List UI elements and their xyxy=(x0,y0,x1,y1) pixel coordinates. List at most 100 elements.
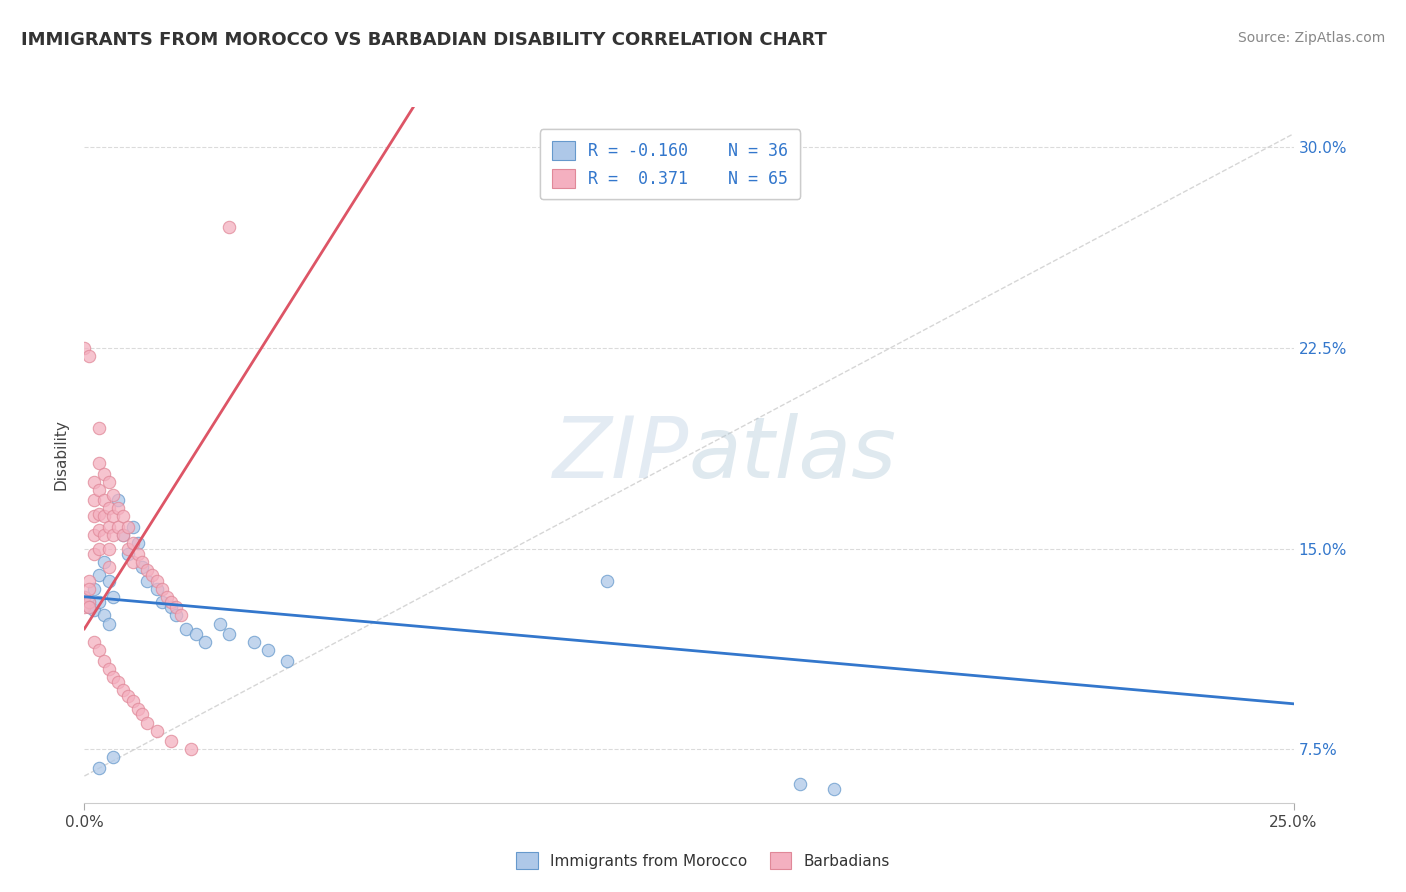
Point xyxy=(596,574,619,588)
Point xyxy=(83,493,105,508)
Text: ZIP: ZIP xyxy=(553,413,689,497)
Legend: R = -0.160    N = 36, R =  0.371    N = 65: R = -0.160 N = 36, R = 0.371 N = 65 xyxy=(540,129,800,200)
Point xyxy=(146,574,169,588)
Point xyxy=(83,547,105,561)
Point xyxy=(97,574,120,588)
Point xyxy=(823,782,845,797)
Point xyxy=(87,595,110,609)
Point xyxy=(117,520,139,534)
Point xyxy=(93,493,115,508)
Point xyxy=(77,595,100,609)
Point xyxy=(97,662,120,676)
Point xyxy=(77,600,100,615)
Point xyxy=(131,707,153,722)
Point xyxy=(131,555,153,569)
Point xyxy=(73,590,96,604)
Point xyxy=(97,520,120,534)
Point xyxy=(107,493,129,508)
Point xyxy=(146,582,169,596)
Point xyxy=(77,600,100,615)
Point xyxy=(103,590,125,604)
Point xyxy=(150,582,173,596)
Point xyxy=(165,608,187,623)
Point xyxy=(112,509,135,524)
Point xyxy=(136,563,159,577)
Point xyxy=(83,582,105,596)
Point xyxy=(180,742,202,756)
Text: IMMIGRANTS FROM MOROCCO VS BARBADIAN DISABILITY CORRELATION CHART: IMMIGRANTS FROM MOROCCO VS BARBADIAN DIS… xyxy=(21,31,827,49)
Point xyxy=(165,600,187,615)
Point xyxy=(789,777,811,791)
Point xyxy=(97,475,120,489)
Point xyxy=(83,603,105,617)
Point xyxy=(103,509,125,524)
Point xyxy=(136,574,159,588)
Point xyxy=(146,723,169,738)
Point xyxy=(160,595,183,609)
Point xyxy=(87,421,110,435)
Point xyxy=(93,555,115,569)
Point xyxy=(77,574,100,588)
Point xyxy=(136,715,159,730)
Point xyxy=(83,635,105,649)
Point xyxy=(127,702,149,716)
Point xyxy=(155,590,177,604)
Point xyxy=(160,734,183,748)
Point xyxy=(83,509,105,524)
Point xyxy=(121,694,143,708)
Point xyxy=(73,600,96,615)
Point xyxy=(97,616,120,631)
Point xyxy=(117,547,139,561)
Point xyxy=(87,568,110,582)
Point xyxy=(257,643,280,657)
Point xyxy=(73,341,96,355)
Point xyxy=(218,627,240,641)
Point xyxy=(121,536,143,550)
Point xyxy=(93,509,115,524)
Point xyxy=(127,547,149,561)
Point xyxy=(117,541,139,556)
Point xyxy=(87,523,110,537)
Point xyxy=(160,600,183,615)
Point xyxy=(83,475,105,489)
Point xyxy=(121,555,143,569)
Point xyxy=(87,541,110,556)
Point xyxy=(112,528,135,542)
Point xyxy=(131,560,153,574)
Point xyxy=(112,683,135,698)
Point xyxy=(107,675,129,690)
Point xyxy=(150,595,173,609)
Point xyxy=(112,528,135,542)
Point xyxy=(87,761,110,775)
Point xyxy=(276,654,298,668)
Point xyxy=(87,456,110,470)
Point xyxy=(93,467,115,481)
Point xyxy=(103,750,125,764)
Point xyxy=(107,501,129,516)
Point xyxy=(117,689,139,703)
Point xyxy=(93,528,115,542)
Point xyxy=(77,582,100,596)
Point xyxy=(103,528,125,542)
Point xyxy=(77,595,100,609)
Point xyxy=(97,501,120,516)
Text: Source: ZipAtlas.com: Source: ZipAtlas.com xyxy=(1237,31,1385,45)
Text: atlas: atlas xyxy=(689,413,897,497)
Point xyxy=(208,616,231,631)
Point xyxy=(121,520,143,534)
Point xyxy=(107,520,129,534)
Point xyxy=(93,654,115,668)
Point xyxy=(218,220,240,235)
Point xyxy=(174,622,197,636)
Point xyxy=(103,488,125,502)
Y-axis label: Disability: Disability xyxy=(53,419,69,491)
Point xyxy=(141,568,163,582)
Legend: Immigrants from Morocco, Barbadians: Immigrants from Morocco, Barbadians xyxy=(510,846,896,875)
Point xyxy=(127,536,149,550)
Point xyxy=(73,590,96,604)
Point xyxy=(87,643,110,657)
Point xyxy=(93,608,115,623)
Point xyxy=(170,608,193,623)
Point xyxy=(194,635,217,649)
Point xyxy=(184,627,207,641)
